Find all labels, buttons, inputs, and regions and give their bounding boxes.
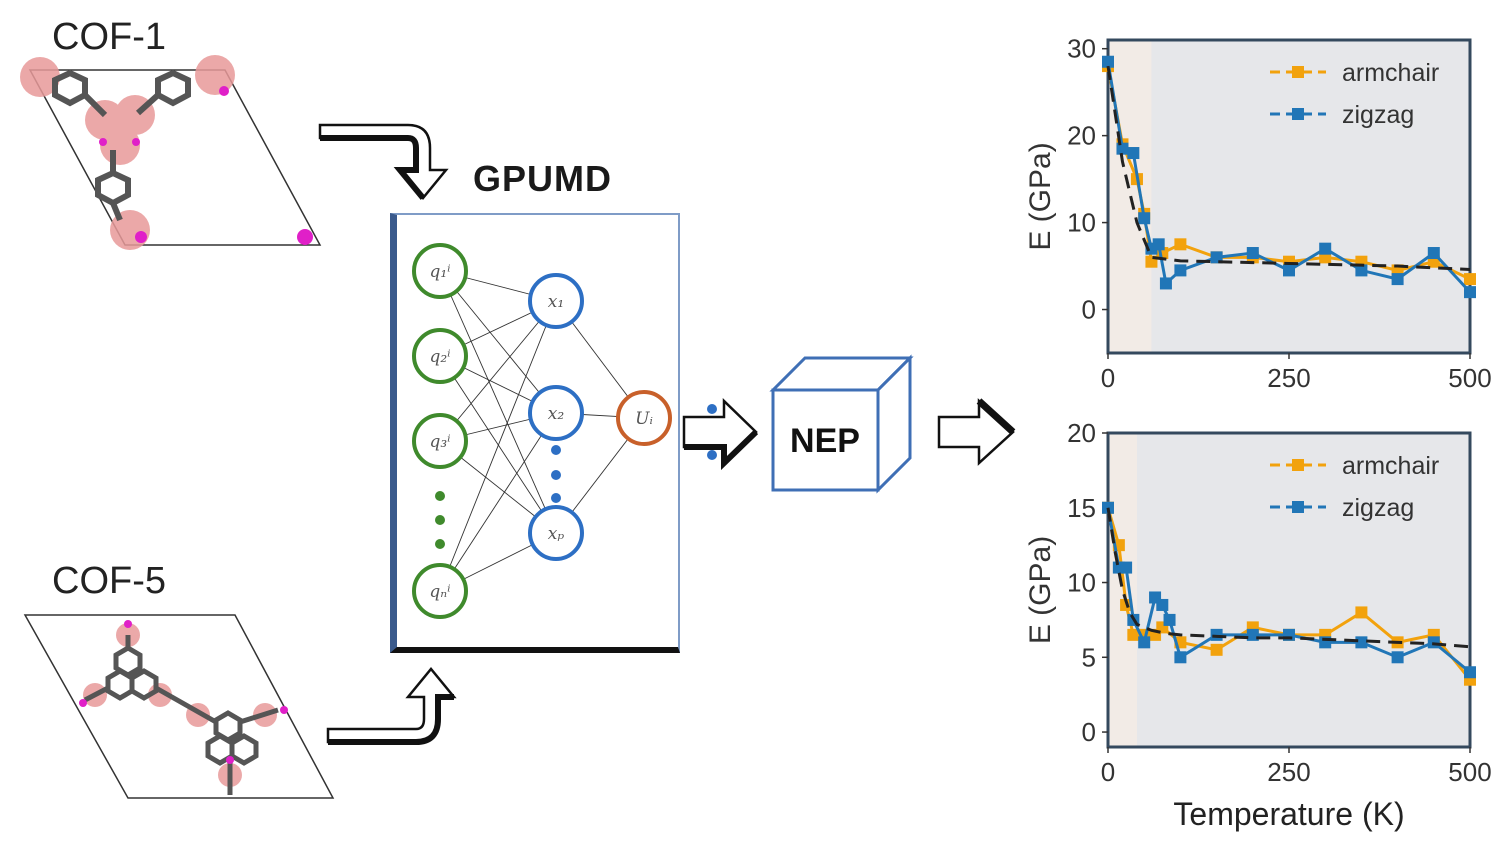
legend-marker-zigzag <box>1292 501 1304 513</box>
input-node <box>412 328 468 384</box>
low-temp-region <box>1108 433 1137 747</box>
y-axis-label: E (GPa) <box>1024 536 1057 644</box>
y-tick-label: 20 <box>1067 418 1096 448</box>
data-point-armchair <box>1127 628 1140 641</box>
data-point-armchair <box>1283 255 1295 268</box>
data-point-zigzag <box>1355 264 1368 277</box>
data-point-zigzag <box>1355 636 1368 649</box>
y-tick-label: 0 <box>1082 295 1096 325</box>
gpumd-title: GPUMD <box>473 158 612 199</box>
network-graph: q₁ⁱ q₂ⁱ q₃ⁱ qₙⁱ x₁ x₂ xₚ Uᵢ <box>412 243 672 619</box>
input-node <box>412 243 468 299</box>
y-tick-label: 10 <box>1067 568 1096 598</box>
data-point-zigzag <box>1246 628 1259 641</box>
cof1-structure <box>20 55 322 250</box>
arrow-nep-to-plots <box>937 398 1016 466</box>
x-axis-label: Temperature (K) <box>1173 796 1404 832</box>
y-tick-label: 5 <box>1082 642 1096 672</box>
data-point-zigzag <box>1464 286 1476 299</box>
data-point-zigzag <box>1102 55 1114 68</box>
nep-label: NEP <box>790 422 860 460</box>
data-point-zigzag <box>1127 147 1140 160</box>
series-line-zigzag <box>1106 61 1472 294</box>
input-label-1: q₁ⁱ <box>429 262 450 282</box>
data-point-armchair <box>1112 539 1125 552</box>
x-tick-label: 0 <box>1101 363 1115 393</box>
y-tick-label: 30 <box>1067 34 1096 64</box>
arrow-cof1-to-gpumd <box>318 123 449 200</box>
arrow-cof5-to-gpumd <box>326 667 457 745</box>
cof5-label: COF-5 <box>52 560 166 602</box>
input-node <box>412 563 468 619</box>
legend-label-armchair: armchair <box>1342 452 1439 480</box>
data-point-zigzag <box>1391 273 1404 286</box>
data-point-zigzag <box>1464 666 1476 679</box>
legend-label-armchair: armchair <box>1342 59 1439 87</box>
legend-marker-zigzag <box>1292 108 1304 120</box>
data-point-zigzag <box>1116 142 1129 155</box>
arrow-network-to-nep <box>682 398 759 470</box>
legend-label-zigzag: zigzag <box>1342 494 1414 522</box>
data-point-zigzag <box>1174 651 1187 664</box>
hidden-node <box>528 385 584 441</box>
input-label-2: q₂ⁱ <box>429 347 450 367</box>
data-point-zigzag <box>1120 561 1133 574</box>
data-point-zigzag <box>1159 277 1172 290</box>
y-tick-label: 20 <box>1067 121 1096 151</box>
x-tick-label: 0 <box>1101 757 1115 787</box>
output-node <box>616 390 672 446</box>
data-point-zigzag <box>1163 613 1176 626</box>
data-point-zigzag <box>1319 242 1332 255</box>
data-point-armchair <box>1427 255 1440 268</box>
hidden-label-p: xₚ <box>548 524 565 544</box>
nep-cube: NEP <box>769 354 914 494</box>
input-node <box>412 413 468 469</box>
x-tick-label: 500 <box>1448 757 1491 787</box>
chart-bottom: 0 250 500 0 5 10 15 20 E (GPa) Temperature (K) arm… <box>1024 418 1492 832</box>
legend-label-zigzag: zigzag <box>1342 101 1414 129</box>
y-tick-label: 0 <box>1082 717 1096 747</box>
x-tick-label: 250 <box>1267 757 1310 787</box>
data-point-armchair <box>1355 606 1368 619</box>
y-tick-label: 15 <box>1067 493 1096 523</box>
plot-background <box>1108 40 1470 353</box>
input-label-3: q₃ⁱ <box>429 432 450 452</box>
data-point-zigzag <box>1283 264 1295 277</box>
x-tick-label: 250 <box>1267 363 1310 393</box>
data-point-zigzag <box>1174 264 1187 277</box>
fit-curve <box>1106 65 1471 272</box>
data-point-zigzag <box>1156 598 1169 611</box>
data-point-zigzag <box>1138 212 1151 225</box>
data-point-armchair <box>1210 643 1223 656</box>
fit-curve <box>1106 507 1471 649</box>
hidden-label-1: x₁ <box>548 292 564 312</box>
output-label: Uᵢ <box>635 409 653 429</box>
hidden-label-2: x₂ <box>548 404 565 424</box>
cof5-structure <box>23 614 335 799</box>
data-point-zigzag <box>1427 247 1440 260</box>
y-tick-label: 10 <box>1067 208 1096 238</box>
data-point-zigzag <box>1138 636 1151 649</box>
data-point-armchair <box>1464 273 1476 286</box>
chart-top: 0 250 500 0 10 20 30 E (GPa) armchair zigzag <box>1024 34 1492 393</box>
plot-background <box>1108 433 1470 747</box>
input-label-n: qₙⁱ <box>429 582 450 602</box>
data-point-armchair <box>1355 255 1368 268</box>
data-point-armchair <box>1145 255 1158 268</box>
x-tick-label: 500 <box>1448 363 1491 393</box>
data-point-armchair <box>1174 238 1187 251</box>
legend-marker-armchair <box>1292 459 1304 471</box>
hidden-node <box>528 505 584 561</box>
hidden-node <box>528 273 584 329</box>
cof1-label: COF-1 <box>52 16 166 58</box>
data-point-zigzag <box>1391 651 1404 664</box>
data-point-zigzag <box>1246 247 1259 260</box>
data-point-zigzag <box>1152 238 1165 251</box>
y-axis-label: E (GPa) <box>1024 142 1057 250</box>
legend-marker-armchair <box>1292 66 1304 78</box>
